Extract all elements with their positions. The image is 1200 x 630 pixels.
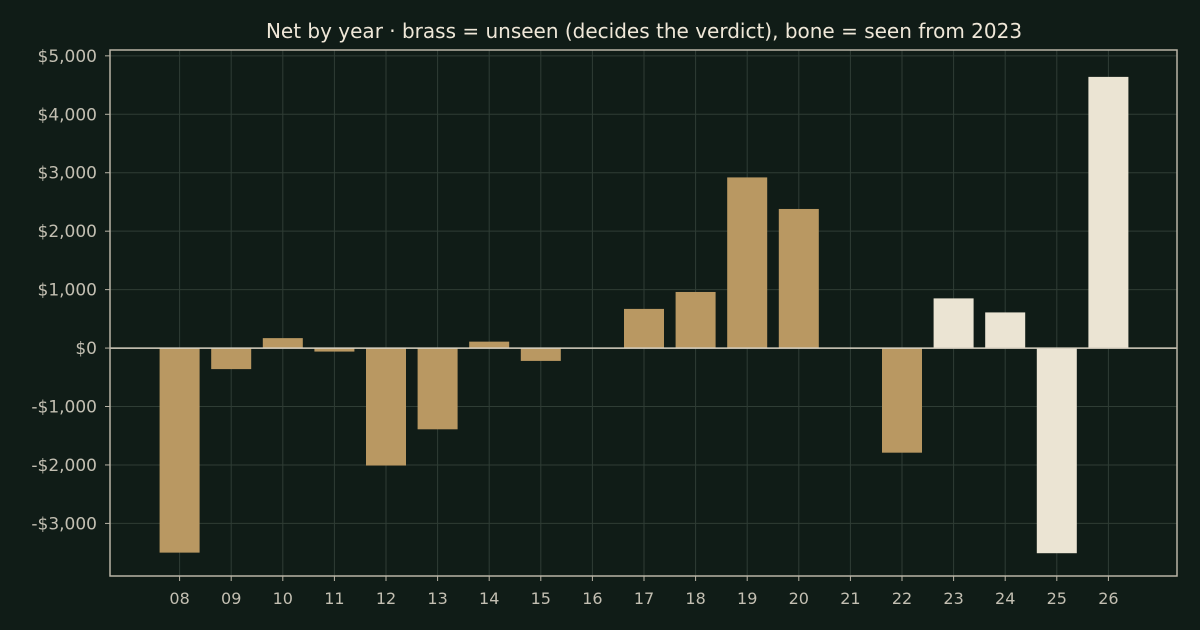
x-tick-label: 15 [531,589,551,608]
x-tick-label: 25 [1047,589,1067,608]
axes-layer [105,49,1178,581]
bar-25 [1036,348,1077,554]
bar-11 [314,348,355,352]
x-tick-label: 13 [427,589,447,608]
bar-19 [727,177,768,349]
bar-18 [675,291,716,349]
bar-14 [469,341,510,349]
bar-09 [211,348,252,370]
x-tick-label: 14 [479,589,499,608]
x-tick-label: 12 [376,589,396,608]
bar-12 [366,348,406,466]
x-axis-tick-labels: 08 09 10 11 12 13 14 15 16 17 18 19 20 21 22 23 24 25 26 [169,589,1118,608]
x-tick-label: 17 [634,589,654,608]
y-tick-label: -$2,000 [31,456,97,476]
bar-23 [933,298,974,349]
bar-22 [882,348,922,453]
bar-24 [985,312,1026,349]
x-tick-label: 20 [789,589,809,608]
y-tick-label: -$1,000 [31,398,97,418]
x-tick-label: 11 [324,589,344,608]
y-tick-label: $0 [75,339,97,359]
x-tick-label: 18 [685,589,705,608]
x-tick-label: 19 [737,589,757,608]
y-tick-label: $1,000 [38,281,97,301]
bar-20 [778,208,819,349]
x-tick-label: 16 [582,589,602,608]
x-tick-label: 22 [892,589,912,608]
bar-13 [417,348,458,430]
y-tick-label: -$3,000 [31,514,97,534]
bars-layer [159,76,1129,554]
y-tick-label: $2,000 [38,222,97,242]
bar-26 [1088,76,1129,349]
y-tick-label: $5,000 [38,47,97,67]
chart-title: Net by year · brass = unseen (decides th… [266,19,1022,43]
y-tick-label: $3,000 [38,164,97,184]
bar-08 [159,348,200,553]
y-axis-tick-labels: -$3,000 -$2,000 -$1,000 $0 $1,000 $2,000 $3,00… [31,47,97,535]
y-tick-label: $4,000 [38,105,97,125]
x-tick-label: 23 [943,589,963,608]
bar-17 [624,308,664,349]
x-tick-label: 24 [995,589,1015,608]
bar-15 [520,348,561,361]
x-tick-label: 10 [273,589,293,608]
x-tick-label: 08 [169,589,189,608]
plot-frame [109,49,1178,577]
x-tick-label: 21 [840,589,860,608]
x-tick-label: 26 [1098,589,1118,608]
x-tick-label: 09 [221,589,241,608]
bar-10 [262,338,303,349]
